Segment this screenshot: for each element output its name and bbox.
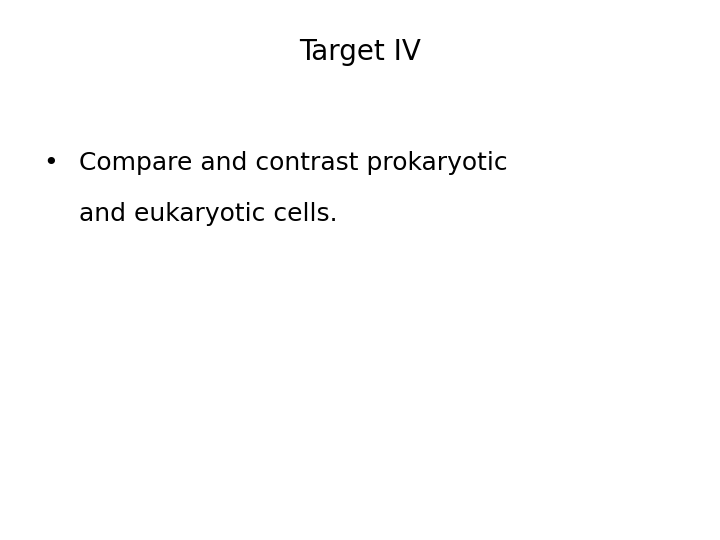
- Text: Compare and contrast prokaryotic: Compare and contrast prokaryotic: [79, 151, 508, 175]
- Text: •: •: [43, 151, 58, 175]
- Text: Target IV: Target IV: [299, 38, 421, 66]
- Text: and eukaryotic cells.: and eukaryotic cells.: [79, 202, 338, 226]
